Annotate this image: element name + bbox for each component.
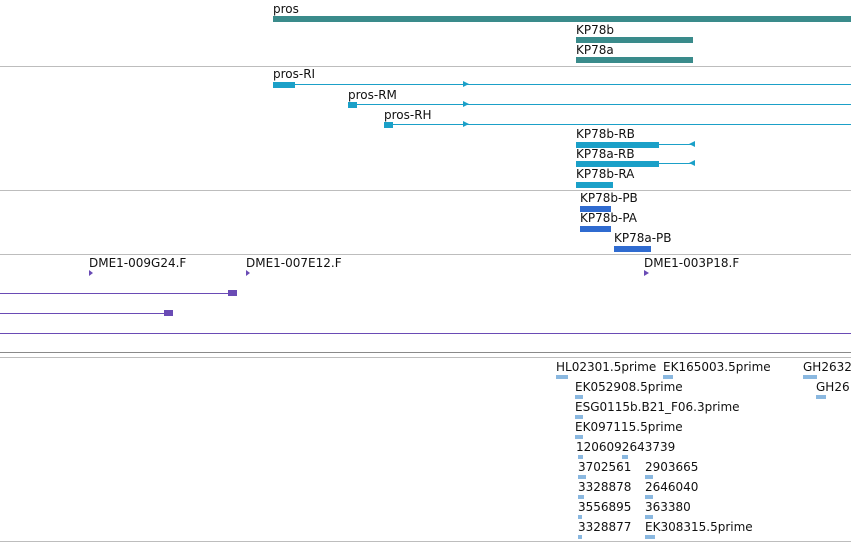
est-feature[interactable] [645, 515, 653, 519]
est-feature[interactable] [578, 535, 582, 539]
clone-label-007e12: DME1-007E12.F [246, 256, 342, 270]
direction-arrow-icon [463, 81, 469, 87]
est-label: 3702561 [578, 460, 632, 474]
transcript-intron-pros-ri [295, 84, 851, 85]
est-label: 3328878 [578, 480, 632, 494]
est-label: EK052908.5prime [575, 380, 683, 394]
est-feature[interactable] [645, 495, 653, 499]
gene-feature-kp78a[interactable] [576, 57, 693, 63]
est-label: GH2632 [803, 360, 851, 374]
est-label: EK308315.5prime [645, 520, 753, 534]
transcript-exon-pros-rm[interactable] [348, 102, 357, 108]
protein-label-kp78b-pb: KP78b-PB [580, 191, 638, 205]
est-label: HL02301.5prime [556, 360, 657, 374]
est-label: 2903665 [645, 460, 699, 474]
est-label: 3556895 [578, 500, 632, 514]
protein-label-kp78b-pa: KP78b-PA [580, 211, 637, 225]
est-feature[interactable] [578, 455, 583, 459]
est-feature[interactable] [645, 475, 653, 479]
est-label: ESG0115b.B21_F06.3prime [575, 400, 740, 414]
transcript-exon-pros-rh[interactable] [384, 122, 393, 128]
clone-end-block[interactable] [228, 290, 237, 296]
clone-end-icon[interactable] [89, 270, 93, 276]
track-separator [0, 352, 851, 353]
transcript-intron-pros-rh [393, 124, 851, 125]
est-label: 3328877 [578, 520, 632, 534]
est-feature[interactable] [622, 455, 628, 459]
transcript-label-kp78b-ra: KP78b-RA [576, 167, 635, 181]
est-feature[interactable] [578, 475, 586, 479]
transcript-exon-pros-ri[interactable] [273, 82, 295, 88]
protein-feature-kp78b-pa[interactable] [580, 226, 611, 232]
transcript-exon-kp78a-rb[interactable] [576, 161, 659, 167]
transcript-label-kp78b-rb: KP78b-RB [576, 127, 635, 141]
est-label: EK165003.5prime [663, 360, 771, 374]
clone-span-line [0, 333, 851, 334]
protein-feature-kp78b-pb[interactable] [580, 206, 611, 212]
gene-feature-kp78b[interactable] [576, 37, 693, 43]
est-feature[interactable] [575, 395, 583, 399]
est-label: 2646040 [645, 480, 699, 494]
est-feature[interactable] [575, 435, 583, 439]
est-feature[interactable] [575, 415, 583, 419]
protein-label-kp78a-pb: KP78a-PB [614, 231, 672, 245]
est-feature[interactable] [578, 495, 584, 499]
est-label: EK097115.5prime [575, 420, 683, 434]
est-feature[interactable] [556, 375, 568, 379]
clone-end-block[interactable] [164, 310, 173, 316]
transcript-exon-kp78b-rb[interactable] [576, 142, 659, 148]
clone-end-icon[interactable] [644, 270, 649, 276]
direction-arrow-icon [463, 101, 469, 107]
direction-arrow-icon [689, 141, 695, 147]
transcript-intron-kp78a-rb [659, 163, 694, 164]
direction-arrow-icon [463, 121, 469, 127]
track-separator [0, 357, 851, 358]
est-feature[interactable] [803, 375, 817, 379]
transcript-intron-pros-rm [357, 104, 851, 105]
track-separator [0, 254, 851, 255]
est-feature[interactable] [663, 375, 673, 379]
est-feature[interactable] [816, 395, 826, 399]
est-label: GH26 [816, 380, 850, 394]
direction-arrow-icon [689, 160, 695, 166]
est-feature[interactable] [578, 515, 582, 519]
transcript-label-kp78a-rb: KP78a-RB [576, 147, 635, 161]
gene-label-kp78b: KP78b [576, 23, 614, 37]
gene-feature-pros[interactable] [273, 16, 851, 22]
protein-feature-kp78a-pb[interactable] [614, 246, 651, 252]
transcript-exon-kp78b-ra[interactable] [576, 182, 613, 188]
transcript-label-pros-rh: pros-RH [384, 108, 432, 122]
transcript-label-pros-ri: pros-RI [273, 67, 316, 81]
transcript-label-pros-rm: pros-RM [348, 88, 397, 102]
track-separator [0, 190, 851, 191]
clone-span-line [0, 313, 166, 314]
gene-label-kp78a: KP78a [576, 43, 614, 57]
clone-span-line [0, 293, 230, 294]
gene-label-pros: pros [273, 2, 299, 16]
transcript-intron-kp78b-rb [659, 144, 694, 145]
est-feature[interactable] [645, 535, 655, 539]
clone-end-icon[interactable] [246, 270, 250, 276]
clone-label-003p18: DME1-003P18.F [644, 256, 740, 270]
track-separator [0, 66, 851, 67]
est-label: 363380 [645, 500, 691, 514]
clone-label-009g24: DME1-009G24.F [89, 256, 187, 270]
est-label: 1206092643739 [576, 440, 676, 454]
